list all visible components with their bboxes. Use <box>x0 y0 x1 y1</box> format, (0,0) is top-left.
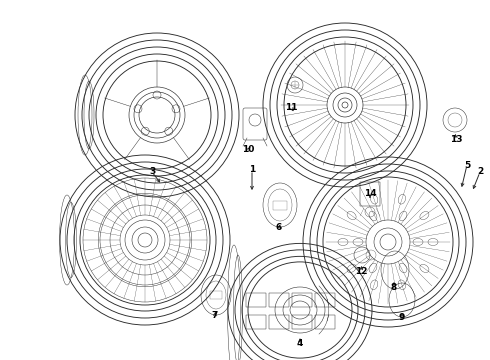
Bar <box>292 315 312 329</box>
Text: 3: 3 <box>149 167 155 176</box>
Bar <box>269 293 289 307</box>
Bar <box>210 291 222 299</box>
Bar <box>360 182 380 206</box>
Text: 2: 2 <box>477 167 483 176</box>
Bar <box>246 315 266 329</box>
Text: 14: 14 <box>364 189 376 198</box>
Text: 12: 12 <box>355 267 367 276</box>
Bar <box>315 315 335 329</box>
Text: 6: 6 <box>276 224 282 233</box>
Text: 9: 9 <box>399 314 405 323</box>
Text: 7: 7 <box>212 310 218 320</box>
Bar <box>292 293 312 307</box>
Text: 11: 11 <box>285 103 297 112</box>
Bar <box>269 315 289 329</box>
Bar <box>273 201 287 210</box>
Text: 4: 4 <box>297 338 303 347</box>
Bar <box>246 293 266 307</box>
Bar <box>315 293 335 307</box>
Text: 13: 13 <box>450 135 462 144</box>
Text: 8: 8 <box>391 284 397 292</box>
Text: 1: 1 <box>249 166 255 175</box>
Text: 5: 5 <box>464 161 470 170</box>
Text: 10: 10 <box>242 145 254 154</box>
